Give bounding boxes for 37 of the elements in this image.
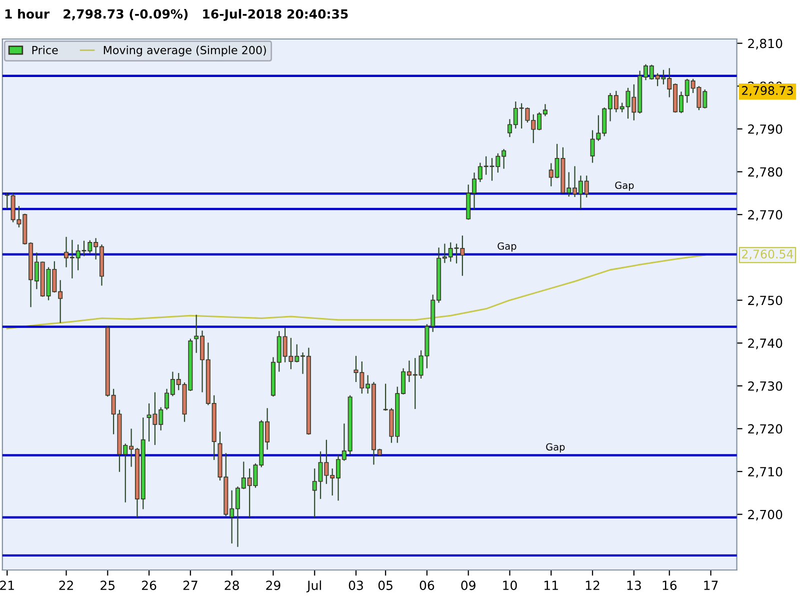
ref-line-label: Gap — [546, 443, 565, 452]
chart-title: 1 hour 2,798.73 (-0.09%) 16-Jul-2018 20:40:35 — [5, 9, 348, 21]
ref-line-label: Gap — [498, 242, 516, 252]
x-tick-label: 06 — [420, 580, 434, 590]
x-tick-label: 29 — [266, 580, 280, 590]
text: 2,798.73 — [742, 86, 793, 96]
legend-label: Price — [32, 46, 58, 54]
x-tick-label: 26 — [142, 580, 156, 590]
x-tick-label: 21 — [0, 580, 14, 590]
y-tick-label: 2,700 — [748, 510, 782, 521]
x-tick-label: 05 — [378, 580, 392, 590]
x-tick-label: Jul — [306, 580, 321, 592]
y-tick-label: 2,710 — [748, 466, 782, 478]
y-tick-label: 2,720 — [748, 424, 782, 435]
y-tick-label: 2,790 — [748, 124, 782, 136]
x-tick-label: 22 — [59, 580, 73, 590]
x-tick-label: 17 — [704, 580, 718, 590]
legend-label: Moving average (Simple 200) — [104, 46, 266, 56]
y-tick-label: 2,780 — [748, 167, 782, 178]
x-tick-label: 03 — [348, 580, 363, 590]
line-series — [6, 254, 706, 330]
x-tick-label: 16 — [662, 580, 677, 590]
x-tick-label: 10 — [503, 580, 517, 590]
y-tick-label: 2,730 — [748, 381, 782, 392]
text: 2,760.54 — [742, 250, 794, 260]
y-tick-label: 2,810 — [748, 38, 782, 50]
x-tick-label: 28 — [224, 580, 239, 590]
y-tick-label: 2,770 — [748, 210, 782, 221]
x-tick-label: 09 — [461, 580, 476, 590]
x-tick-label: 25 — [100, 580, 115, 590]
x-tick-label: 12 — [586, 580, 600, 590]
y-tick-label: 2,750 — [748, 296, 782, 306]
x-tick-label: 13 — [627, 580, 641, 590]
x-tick-label: 27 — [183, 580, 198, 590]
y-tick-label: 2,740 — [748, 338, 782, 350]
x-tick-label: 11 — [544, 580, 558, 590]
ref-line-label: Gap — [615, 182, 634, 191]
